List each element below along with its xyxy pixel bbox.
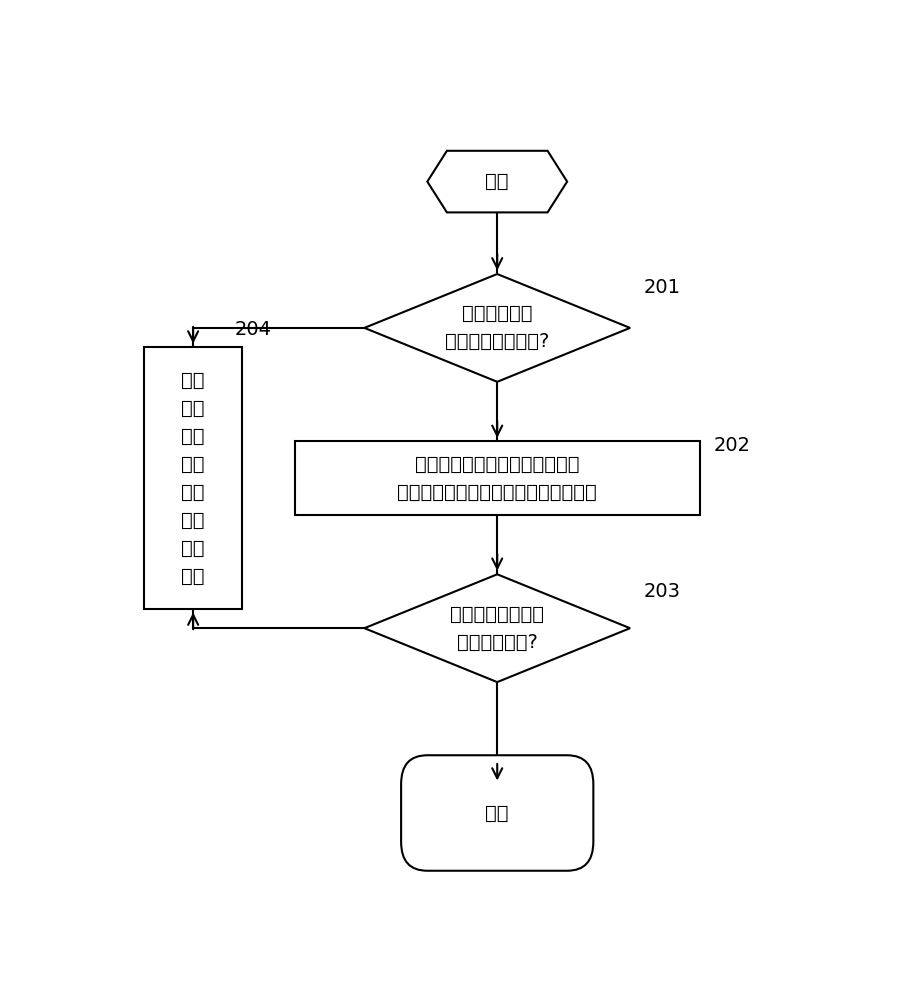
- Polygon shape: [364, 274, 630, 382]
- Text: 201: 201: [644, 278, 681, 297]
- FancyBboxPatch shape: [144, 347, 242, 609]
- Polygon shape: [428, 151, 567, 212]
- Text: 对所述目标节目执行与所述至少
一个预设策略对应的至少一个预设操作: 对所述目标节目执行与所述至少 一个预设策略对应的至少一个预设操作: [398, 455, 597, 502]
- Text: 204: 204: [235, 320, 272, 339]
- Text: 目标节目符合
至少一个预设策略?: 目标节目符合 至少一个预设策略?: [445, 304, 549, 351]
- FancyBboxPatch shape: [401, 755, 594, 871]
- Polygon shape: [364, 574, 630, 682]
- Text: 确定
尚未
匹配
过的
至少
一个
预设
策略: 确定 尚未 匹配 过的 至少 一个 预设 策略: [181, 371, 205, 586]
- Text: 开始: 开始: [485, 172, 509, 191]
- Text: 结束: 结束: [485, 804, 509, 822]
- FancyBboxPatch shape: [295, 441, 700, 515]
- Text: 203: 203: [644, 582, 681, 601]
- Text: 目标节目已匹配过
所有预设策略?: 目标节目已匹配过 所有预设策略?: [450, 605, 544, 652]
- Text: 202: 202: [714, 436, 751, 455]
